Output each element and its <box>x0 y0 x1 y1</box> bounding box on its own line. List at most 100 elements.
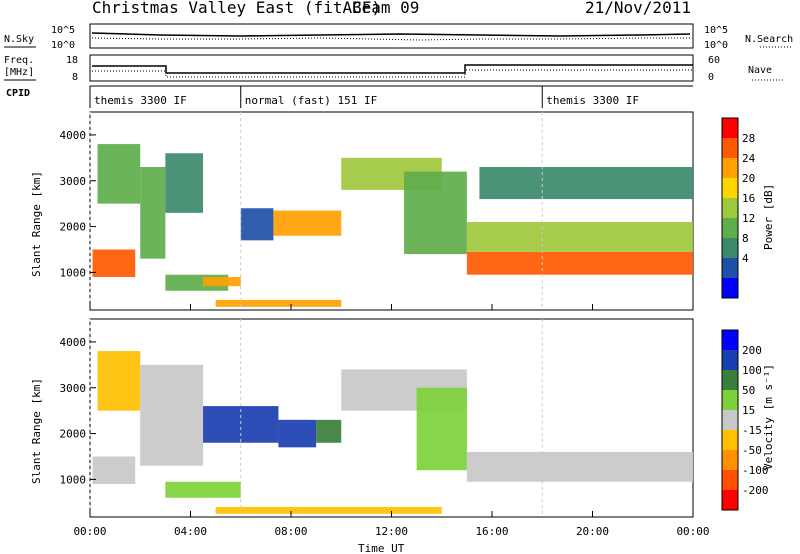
velocity-colorbar-label: Velocity [m s⁻¹] <box>762 364 775 470</box>
velocity-region-4 <box>215 506 442 514</box>
velocity-colorbar-tick-label-5: -50 <box>742 444 762 457</box>
cpid-label: CPID <box>6 88 30 99</box>
velocity-colorbar: 200 100 50 15 -15 -50 -100 -200 <box>721 329 769 511</box>
cpid-segment-label-2: themis 3300 IF <box>546 94 639 107</box>
noise-left-tick-top: 10^5 <box>51 25 75 36</box>
power-colorbar-swatch-4 <box>722 198 738 218</box>
velocity-heatmap <box>89 319 693 517</box>
power-colorbar-swatch-0 <box>722 118 738 138</box>
power-colorbar-swatch-5 <box>722 218 738 238</box>
velocity-ytick-label-1: 2000 <box>60 428 87 441</box>
xtick-label-1: 04:00 <box>174 525 207 538</box>
velocity-colorbar-swatch-6 <box>722 450 738 470</box>
power-region-6 <box>215 299 342 307</box>
velocity-colorbar-tick-label-1: 100 <box>742 364 762 377</box>
power-ytick-label-3: 4000 <box>60 129 87 142</box>
xlabel: Time UT <box>358 542 405 554</box>
cpid-segment-label-1: normal (fast) 151 IF <box>245 94 377 107</box>
power-colorbar-tick-label-6: 4 <box>742 252 749 265</box>
velocity-region-3 <box>165 481 241 498</box>
xtick-label-3: 12:00 <box>375 525 408 538</box>
noise-left-tick-bottom: 10^0 <box>51 40 75 51</box>
power-region-5 <box>203 277 241 287</box>
xtick-label-4: 16:00 <box>475 525 508 538</box>
power-region-8 <box>273 210 342 236</box>
power-colorbar-swatch-7 <box>722 258 738 278</box>
velocity-region-5 <box>203 406 279 443</box>
power-region-12 <box>466 222 693 252</box>
velocity-colorbar-tick-label-2: 50 <box>742 384 755 397</box>
velocity-colorbar-frame <box>721 329 739 511</box>
power-colorbar-swatch-6 <box>722 238 738 258</box>
beam-label: Beam 09 <box>352 0 419 17</box>
power-region-2 <box>140 167 166 259</box>
velocity-yticks: 1000 2000 3000 4000 <box>60 336 96 486</box>
xtick-label-2: 08:00 <box>274 525 307 538</box>
power-colorbar-swatch-1 <box>722 138 738 158</box>
power-ylabel: Slant Range [km] <box>30 171 43 277</box>
cpid-bar: themis 3300 IF normal (fast) 151 IF themis… <box>89 85 693 108</box>
velocity-region-2 <box>140 364 204 466</box>
nave-series <box>92 69 693 78</box>
power-region-1 <box>97 144 141 204</box>
power-ytick-label-2: 3000 <box>60 175 87 188</box>
power-colorbar-frame <box>721 117 739 299</box>
power-colorbar-tick-label-3: 16 <box>742 192 755 205</box>
velocity-colorbar-tick-label-3: 15 <box>742 404 755 417</box>
velocity-colorbar-swatch-4 <box>722 410 738 430</box>
power-colorbar-tick-label-5: 8 <box>742 232 749 245</box>
power-region-7 <box>240 208 274 241</box>
velocity-region-7 <box>316 419 342 443</box>
power-colorbar-tick-label-4: 12 <box>742 212 755 225</box>
velocity-ytick-label-0: 1000 <box>60 473 87 486</box>
velocity-colorbar-swatch-5 <box>722 430 738 450</box>
nsky-label: N.Sky <box>4 34 34 45</box>
power-region-11 <box>466 251 693 275</box>
power-colorbar-tick-label-2: 20 <box>742 172 755 185</box>
power-colorbar-tick-label-1: 24 <box>742 152 756 165</box>
freq-label-line2: [MHz] <box>4 67 34 78</box>
nave-tick-bottom: 0 <box>708 72 714 83</box>
power-region-13 <box>479 167 693 200</box>
xtick-label-6: 00:00 <box>676 525 709 538</box>
power-ytick-label-0: 1000 <box>60 266 87 279</box>
xtick-label-5: 20:00 <box>576 525 609 538</box>
nsearch-label: N.Search <box>745 34 793 45</box>
velocity-region-6 <box>278 419 317 448</box>
power-colorbar: 28 24 20 16 12 8 4 <box>721 117 756 299</box>
power-ytick-label-1: 2000 <box>60 221 87 234</box>
velocity-colorbar-tick-label-4: -15 <box>742 424 762 437</box>
power-region-10 <box>404 171 467 255</box>
freq-tick-bottom: 8 <box>72 72 78 83</box>
velocity-colorbar-swatch-1 <box>722 350 738 370</box>
power-yticks: 1000 2000 3000 4000 <box>60 129 96 279</box>
velocity-ylabel: Slant Range [km] <box>30 378 43 484</box>
noise-right-tick-bottom: 10^0 <box>704 40 728 51</box>
nsky-series <box>91 32 691 37</box>
time-axis: 00:00 04:00 08:00 12:00 16:00 20:00 00:00 <box>73 304 710 538</box>
velocity-region-10 <box>466 451 693 482</box>
cpid-segment-label-0: themis 3300 IF <box>94 94 187 107</box>
power-region-3 <box>165 153 204 213</box>
velocity-region-1 <box>97 351 141 411</box>
power-region-0 <box>92 249 136 277</box>
velocity-colorbar-swatch-0 <box>722 330 738 350</box>
freq-label-line1: Freq. <box>4 55 34 66</box>
freq-tick-top: 18 <box>66 55 78 66</box>
velocity-colorbar-tick-label-6: -100 <box>742 464 769 477</box>
velocity-ytick-label-3: 4000 <box>60 336 87 349</box>
velocity-colorbar-swatch-8 <box>722 490 738 510</box>
velocity-colorbar-swatch-7 <box>722 470 738 490</box>
frequency-panel <box>89 54 694 82</box>
nave-label: Nave <box>748 65 772 76</box>
frequency-series <box>92 64 693 74</box>
velocity-colorbar-tick-label-0: 200 <box>742 344 762 357</box>
date-label: 21/Nov/2011 <box>585 0 691 17</box>
radar-title: Christmas Valley East (fitACF) <box>92 0 381 17</box>
power-colorbar-swatch-8 <box>722 278 738 298</box>
velocity-colorbar-swatch-3 <box>722 390 738 410</box>
noise-right-tick-top: 10^5 <box>704 25 728 36</box>
power-heatmap <box>89 112 693 310</box>
velocity-region-0 <box>92 456 136 484</box>
